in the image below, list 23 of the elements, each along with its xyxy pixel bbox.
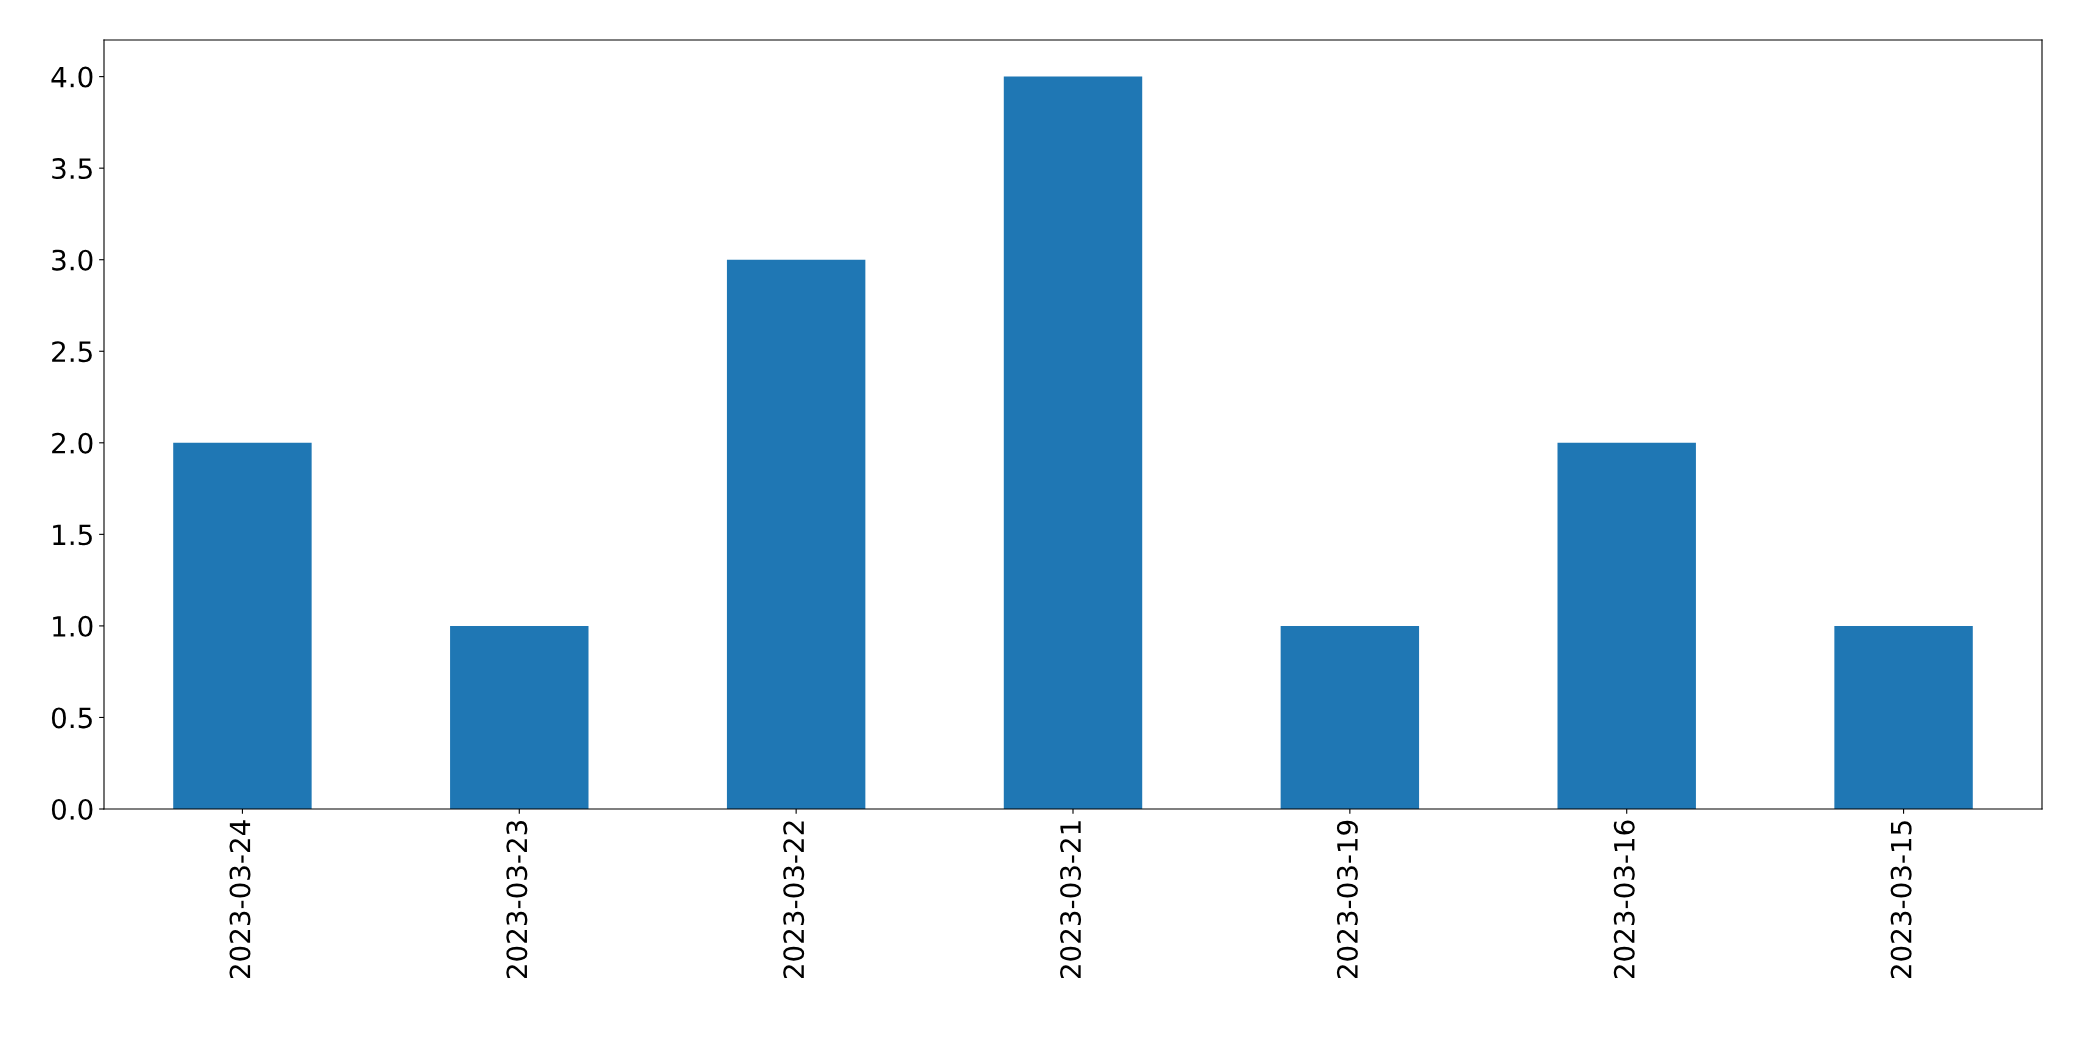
x-tick-label: 2023-03-24 <box>229 820 251 979</box>
y-tick-label: 1.5 <box>53 524 92 546</box>
bar <box>1834 625 1973 809</box>
x-tick-label: 2023-03-16 <box>1613 820 1635 979</box>
x-tick-label: 2023-03-21 <box>1060 821 1082 979</box>
y-tick-label: 4.0 <box>51 66 93 88</box>
bar <box>1003 76 1143 809</box>
x-tick-label: 2023-03-22 <box>783 821 805 979</box>
bar <box>726 259 866 809</box>
y-tick-label: 1.0 <box>53 615 93 637</box>
y-tick-label: 2.5 <box>52 341 92 363</box>
bar <box>173 442 312 809</box>
bar <box>1557 442 1696 809</box>
bar <box>450 625 589 809</box>
x-tick-label: 2023-03-19 <box>1336 820 1358 979</box>
y-tick-label: 2.0 <box>52 432 93 454</box>
y-tick-label: 3.5 <box>52 158 92 180</box>
x-tick-label: 2023-03-23 <box>506 820 528 979</box>
y-tick-label: 3.0 <box>52 249 93 271</box>
y-tick-label: 0.5 <box>51 707 92 729</box>
bar <box>1280 625 1420 809</box>
x-tick-label: 2023-03-15 <box>1890 821 1912 979</box>
y-tick-label: 0.0 <box>51 798 93 820</box>
